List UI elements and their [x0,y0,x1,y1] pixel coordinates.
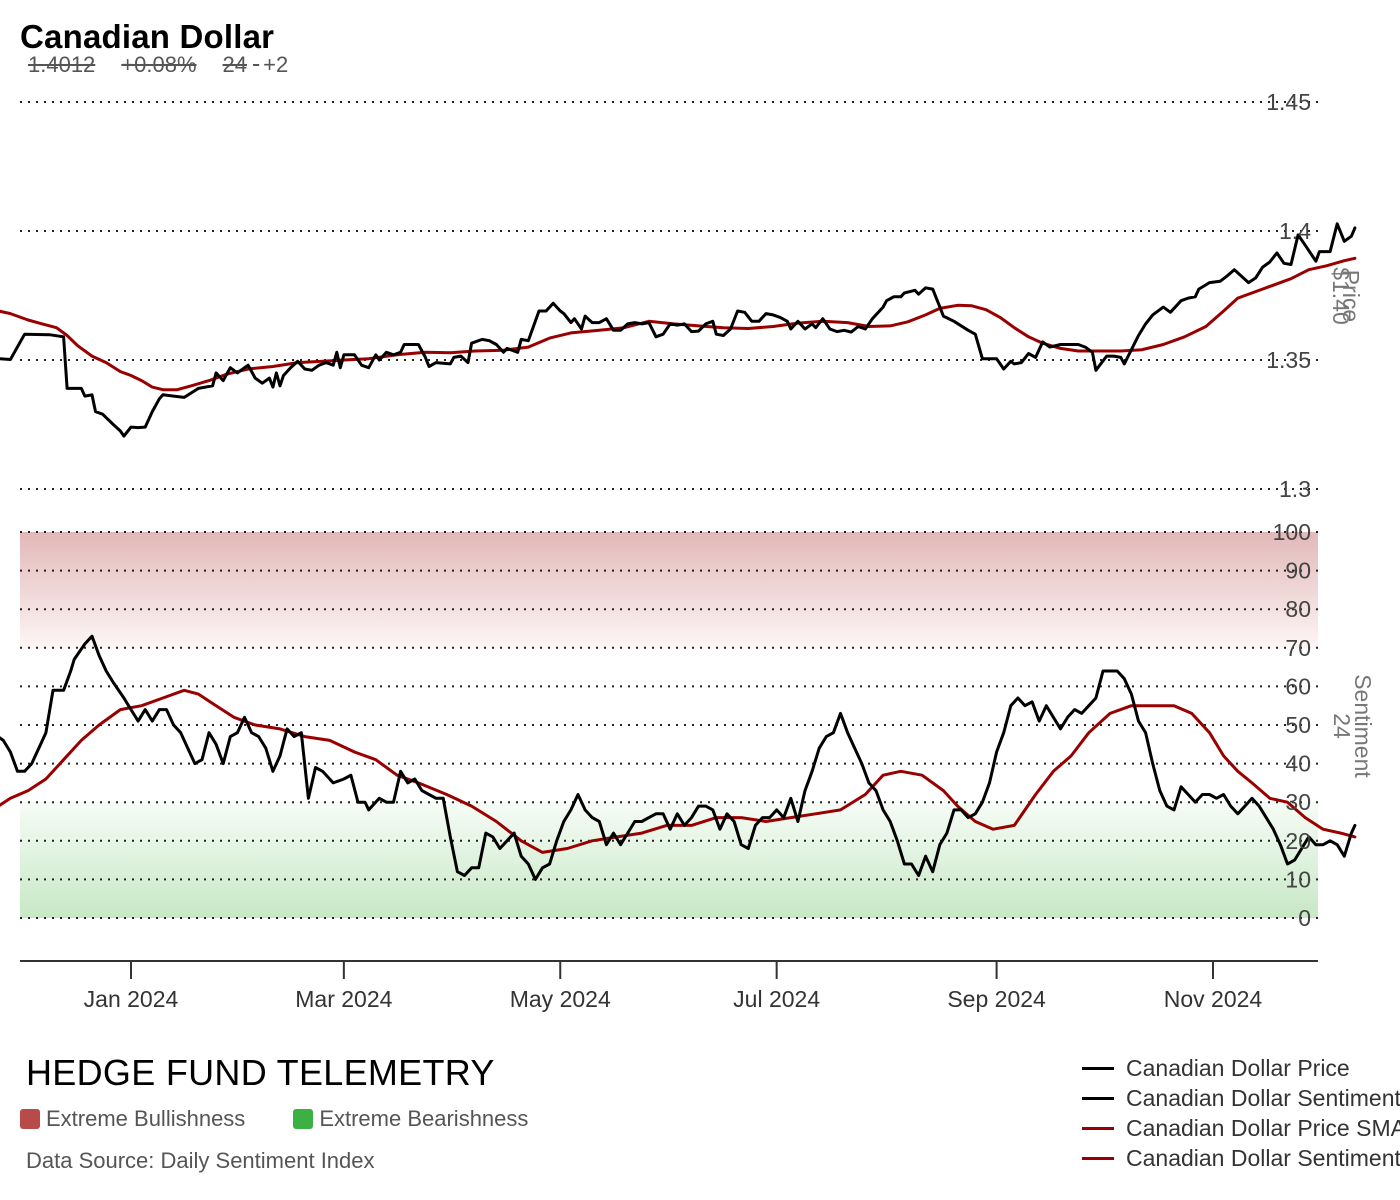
sentiment-tick-label: 90 [1285,558,1311,584]
sentiment-tick-label: 70 [1285,635,1311,661]
x-tick-label: Sep 2024 [947,986,1046,1012]
x-tick-label: May 2024 [510,986,611,1012]
bear-swatch [293,1109,314,1129]
sentiment-tick-label: 30 [1285,789,1311,815]
bull-label: Extreme Bullishness [46,1106,246,1131]
chart-title: Canadian Dollar [20,18,275,55]
bear-label: Extreme Bearishness [319,1106,529,1131]
x-tick-label: Mar 2024 [295,986,392,1012]
legend-item-sentiment-sma[interactable]: Canadian Dollar Sentiment SMA [1082,1143,1400,1173]
zone-legend-bull[interactable]: Extreme Bullishness [20,1106,245,1132]
x-axis: Jan 2024 Mar 2024 May 2024 Jul 2024 Sep 2024… [20,960,1318,1012]
legend-line-icon [1082,1066,1114,1070]
legend-item-price-sma[interactable]: Canadian Dollar Price SMA [1082,1113,1400,1143]
sentiment-tick-label: 60 [1285,673,1311,699]
legend-item-sentiment[interactable]: Canadian Dollar Sentiment [1082,1083,1400,1113]
price-line [0,222,1357,438]
sentiment-tick-label: 50 [1285,712,1311,738]
bull-swatch [20,1109,40,1129]
legend-label: Canadian Dollar Price [1126,1054,1350,1081]
price-tick-label: 1.35 [1266,347,1311,373]
brand-name: HEDGE FUND TELEMETRY [26,1052,495,1093]
price-last-label: $1.40 [1328,267,1354,325]
legend-label: Canadian Dollar Price SMA [1126,1114,1400,1141]
legend-line-icon [1082,1096,1114,1100]
price-tick-label: 1.45 [1266,89,1311,115]
zone-legend-bear[interactable]: Extreme Bearishness [293,1106,528,1132]
struck-stats: 1.4012 +0.08% 24 [28,52,259,77]
sentiment-value: 24 [222,52,248,77]
legend-line-icon [1082,1156,1114,1160]
sentiment-line [0,634,1357,881]
sentiment-tick-label: 0 [1298,905,1311,931]
price-axis-label: Price [1338,270,1364,322]
x-tick-label: Jan 2024 [84,986,179,1012]
legend-item-price[interactable]: Canadian Dollar Price [1082,1053,1400,1083]
series-lines [0,222,1357,881]
price-change-pct: +0.08% [121,52,197,77]
legend-label: Canadian Dollar Sentiment [1126,1084,1400,1111]
sentiment-tick-label: 40 [1285,751,1311,777]
sentiment-change: +2 [263,52,289,77]
sentiment-tick-label: 10 [1285,866,1311,892]
data-source: Data Source: Daily Sentiment Index [26,1148,375,1173]
bear-zone [20,802,1318,918]
price-tick-label: 1.4 [1279,218,1311,244]
price-tick-label: 1.3 [1279,476,1311,502]
sentiment-tick-label: 80 [1285,596,1311,622]
sentiment-last-label: 24 [1329,713,1355,739]
gridlines [20,101,1318,919]
legend-line-icon [1082,1126,1114,1130]
last-price: 1.4012 [28,52,96,77]
x-tick-label: Jul 2024 [733,986,820,1012]
bull-zone [20,532,1318,648]
series-legend: Canadian Dollar Price Canadian Dollar Se… [1082,1053,1400,1173]
header-stats: 1.4012 +0.08% 24 +2 [28,52,288,78]
sentiment-tick-label: 100 [1273,519,1311,545]
legend-label: Canadian Dollar Sentiment SMA [1126,1144,1400,1171]
zone-legend: Extreme Bullishness Extreme Bearishness [20,1106,576,1132]
sentiment-axis-label: Sentiment [1350,674,1376,778]
x-tick-label: Nov 2024 [1164,986,1263,1012]
sentiment-tick-label: 20 [1285,828,1311,854]
